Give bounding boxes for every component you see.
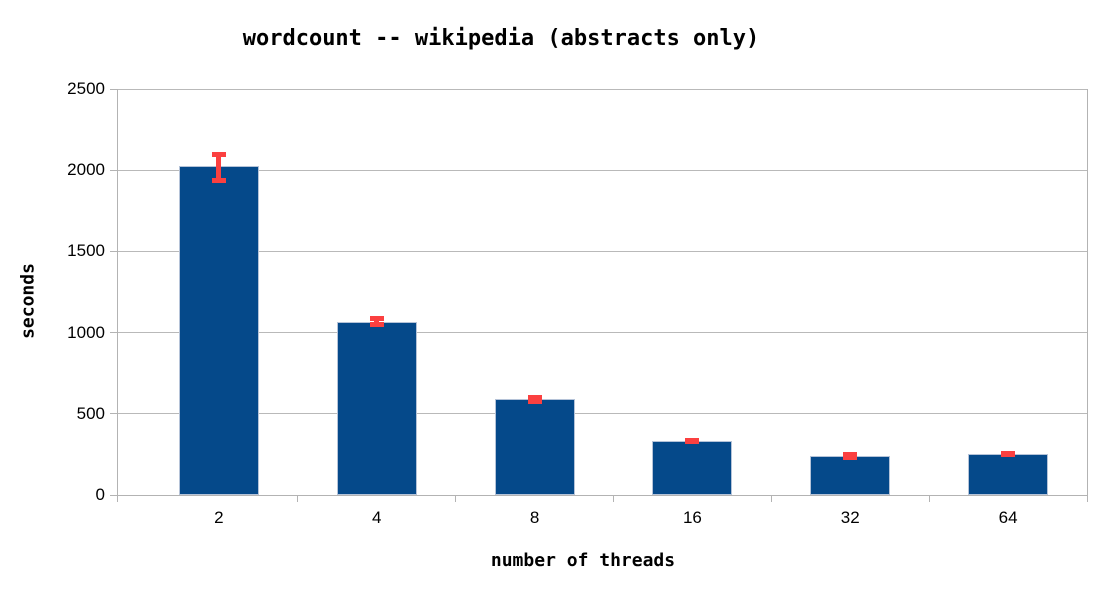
error-bar-stem <box>216 151 222 184</box>
y-tick-label: 0 <box>95 485 105 504</box>
gridline <box>117 413 1087 415</box>
error-bar-cap-bottom <box>211 178 226 184</box>
y-tick-label: 1000 <box>67 322 105 342</box>
x-tick-label: 2 <box>214 508 224 527</box>
bar <box>968 454 1049 495</box>
chart-title: wordcount -- wikipedia (abstracts only) <box>242 26 760 51</box>
bar <box>336 321 417 495</box>
gridline <box>117 88 1087 90</box>
x-axis-tick <box>928 495 930 502</box>
error-bar-cap-bottom <box>1001 452 1016 458</box>
error-bar-cap-bottom <box>843 455 858 461</box>
x-axis-tick <box>770 495 772 502</box>
error-bar-cap-top <box>527 394 542 400</box>
x-axis-tick <box>455 495 457 502</box>
error-bar-cap-bottom <box>685 439 700 445</box>
error-bar-cap-top <box>369 316 384 322</box>
x-axis-tick <box>297 495 299 502</box>
x-tick-label: 4 <box>372 508 382 527</box>
y-axis-tick <box>110 88 117 90</box>
y-axis-tick <box>110 332 117 334</box>
y-axis-tick <box>110 169 117 171</box>
bar <box>810 456 891 495</box>
error-bar-stem <box>374 316 380 328</box>
y-tick-label: 1500 <box>67 241 105 261</box>
bar <box>494 399 575 495</box>
bar <box>178 166 259 495</box>
y-axis-tick <box>110 250 117 252</box>
y-tick-label: 2000 <box>67 160 105 180</box>
x-axis-line <box>110 494 1087 496</box>
x-axis-title: number of threads <box>490 550 676 571</box>
x-axis-tick <box>1086 495 1088 502</box>
gridline <box>117 332 1087 334</box>
x-tick-label: 32 <box>840 508 860 527</box>
gridline <box>117 250 1087 252</box>
y-tick-label: 500 <box>76 403 105 423</box>
gridline <box>117 169 1087 171</box>
y-axis-line <box>116 89 118 502</box>
y-axis-title: seconds <box>17 263 39 339</box>
error-bar-cap-bottom <box>527 398 542 404</box>
right-border-line <box>1086 89 1088 502</box>
x-tick-label: 16 <box>682 508 702 527</box>
error-bar-cap-bottom <box>369 322 384 328</box>
y-axis-tick <box>110 413 117 415</box>
x-axis-tick <box>613 495 614 502</box>
x-tick-label: 8 <box>529 508 540 527</box>
bar <box>652 440 733 495</box>
error-bar-cap-top <box>211 151 226 157</box>
y-tick-label: 2500 <box>67 79 105 98</box>
error-bar-cap-top <box>843 452 858 458</box>
x-tick-label: 64 <box>998 508 1018 527</box>
